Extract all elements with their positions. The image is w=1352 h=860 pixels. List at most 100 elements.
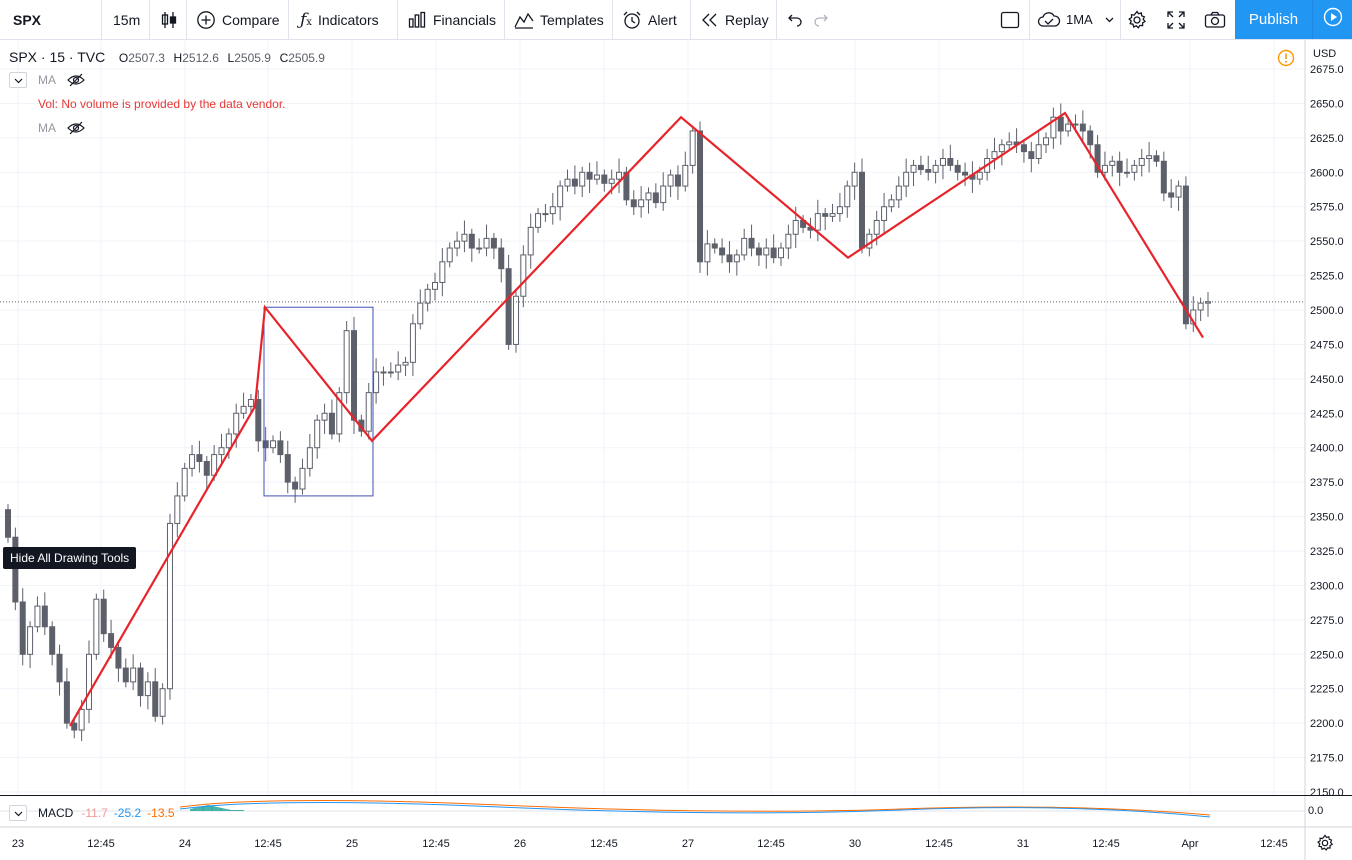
- candle: [962, 171, 969, 176]
- candle: [1146, 155, 1153, 160]
- chart-style-button[interactable]: [159, 0, 179, 39]
- candle: [439, 261, 446, 283]
- macd-histogram-bar: [202, 806, 204, 811]
- symbol-search-button[interactable]: SPX: [13, 0, 41, 39]
- candle: [108, 633, 115, 648]
- candle: [490, 237, 497, 249]
- low-value: 2505.9: [234, 51, 271, 65]
- x-tick-label: 12:45: [1092, 838, 1120, 850]
- indicators-button[interactable]: ƒx Indicators: [300, 0, 379, 39]
- compare-button[interactable]: Compare: [196, 0, 280, 39]
- macd-histogram-bar: [191, 808, 193, 811]
- high-value: 2512.6: [182, 51, 219, 65]
- candle: [726, 254, 733, 263]
- candle: [660, 185, 667, 204]
- chart-canvas[interactable]: 2675.02650.02625.02600.02575.02550.02525…: [0, 40, 1352, 860]
- candle: [1197, 302, 1204, 311]
- candle: [1109, 160, 1116, 166]
- indicators-label: Indicators: [317, 11, 379, 28]
- candle: [454, 240, 461, 249]
- candle: [100, 598, 107, 635]
- candle: [166, 522, 173, 690]
- camera-icon: [1204, 11, 1226, 29]
- candle: [557, 185, 564, 208]
- play-button[interactable]: [1312, 0, 1352, 39]
- y-tick-label: 2600.0: [1310, 167, 1344, 179]
- candle: [476, 247, 483, 250]
- macd-histogram-bar: [238, 810, 240, 811]
- layout-button[interactable]: [1000, 0, 1020, 39]
- macd-histogram-bar: [210, 805, 212, 811]
- signal-value: -25.2: [113, 806, 142, 820]
- plus-circle-icon: [196, 10, 216, 30]
- candle: [299, 467, 306, 490]
- fullscreen-button[interactable]: [1167, 0, 1185, 39]
- financials-button[interactable]: Financials: [408, 0, 496, 39]
- candle: [159, 688, 166, 717]
- candle: [608, 178, 615, 184]
- candle: [1043, 137, 1050, 146]
- collapse-legend-button[interactable]: [9, 72, 27, 88]
- replay-button[interactable]: Replay: [701, 0, 769, 39]
- y-tick-label: 2275.0: [1310, 615, 1344, 627]
- y-tick-label: 2200.0: [1310, 718, 1344, 730]
- currency-label[interactable]: USD: [1313, 48, 1336, 60]
- candle: [1087, 130, 1094, 146]
- candle: [1072, 123, 1079, 126]
- ma-legend-1[interactable]: MA: [38, 73, 56, 87]
- volume-message: Vol: No volume is provided by the data v…: [38, 97, 286, 111]
- open-value: 2507.3: [128, 51, 165, 65]
- publish-button[interactable]: Publish: [1235, 0, 1312, 39]
- candle: [733, 254, 740, 263]
- macd-histogram-bar: [222, 808, 224, 811]
- low-label: L: [227, 51, 235, 65]
- macd-histogram-bar: [196, 807, 198, 811]
- candle: [674, 174, 681, 187]
- macd-histogram-bar: [209, 805, 211, 811]
- redo-button[interactable]: [813, 0, 831, 39]
- x-tick-label: 24: [179, 838, 191, 850]
- candle: [321, 412, 328, 421]
- candle: [218, 447, 225, 456]
- y-tick-label: 2575.0: [1310, 202, 1344, 214]
- macd-histogram-bar: [194, 808, 196, 811]
- snapshot-button[interactable]: [1204, 0, 1226, 39]
- settings-button[interactable]: [1127, 0, 1147, 39]
- eye-hidden-icon[interactable]: [67, 73, 85, 92]
- macd-legend[interactable]: MACD -11.7 -25.2 -13.5: [38, 806, 175, 820]
- templates-button[interactable]: Templates: [514, 0, 604, 39]
- undo-button[interactable]: [785, 0, 803, 39]
- candle: [1205, 301, 1211, 304]
- collapse-macd-button[interactable]: [9, 805, 27, 821]
- eye-hidden-icon[interactable]: [67, 121, 85, 140]
- candle: [1020, 144, 1027, 153]
- chart-settings-gear-icon[interactable]: [1316, 834, 1334, 857]
- y-tick-label: 2625.0: [1310, 133, 1344, 145]
- undo-icon: [785, 13, 803, 27]
- candle: [461, 233, 468, 242]
- candle: [56, 653, 63, 683]
- interval-button[interactable]: 15m: [113, 0, 140, 39]
- ma-legend-2[interactable]: MA: [38, 121, 56, 135]
- candle: [255, 399, 262, 442]
- macd-histogram-bar: [240, 810, 242, 811]
- candle: [579, 171, 586, 187]
- cloud-save-button[interactable]: 1MA: [1037, 0, 1114, 39]
- interval-label: 15m: [113, 11, 141, 28]
- volume-warning: Vol: No volume is provided by the data v…: [38, 97, 285, 111]
- macd-histogram-bar: [219, 807, 221, 811]
- candle: [373, 371, 380, 394]
- macd-histogram-bar: [227, 809, 229, 811]
- gear-icon: [1127, 9, 1147, 30]
- warning-icon[interactable]: [1277, 49, 1295, 72]
- candle: [1057, 116, 1064, 132]
- candle: [505, 268, 512, 345]
- macd-histogram-bar: [190, 809, 191, 811]
- candle: [954, 164, 961, 173]
- alert-button[interactable]: Alert: [622, 0, 677, 39]
- candle: [1094, 144, 1101, 173]
- macd-histogram-bar: [218, 807, 220, 811]
- macd-histogram-bar: [235, 810, 237, 811]
- x-tick-label: 12:45: [422, 838, 450, 850]
- macd-histogram-bar: [200, 806, 202, 811]
